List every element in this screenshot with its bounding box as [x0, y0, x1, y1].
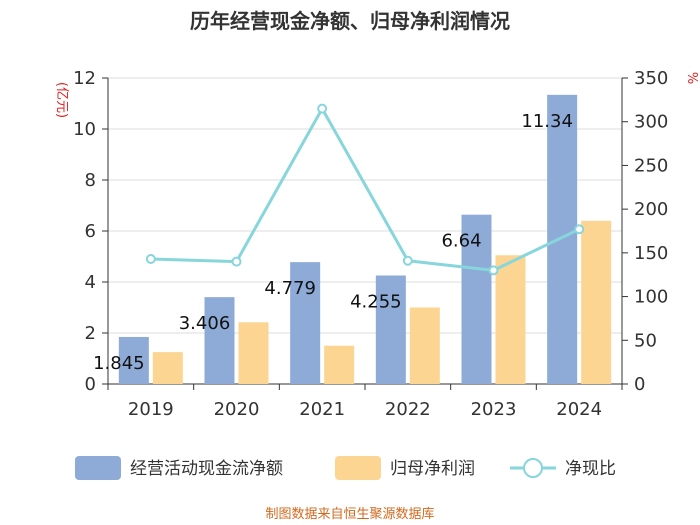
x-tick-label: 2020: [214, 399, 260, 420]
axes: 0 2 4 6 8 10 12 0 50 100 150 200 250 300 350 2019 2020 20…: [73, 68, 668, 420]
bars: [118, 94, 612, 384]
line-point-cash-ratio: [317, 103, 328, 114]
y-left-tick-label: 10: [73, 119, 96, 140]
x-tick-label: 2024: [556, 399, 602, 420]
bar-operating-cash-flow: [118, 336, 149, 384]
y-right-tick-label: 0: [634, 374, 645, 395]
bar-operating-cash-flow: [204, 297, 235, 384]
bar-net-profit: [581, 220, 612, 384]
y-right-tick-label: 300: [634, 112, 668, 133]
line-point-cash-ratio: [488, 265, 499, 276]
data-label: 1.845: [93, 353, 145, 374]
chart-title: 历年经营现金净额、归母净利润情况: [190, 9, 510, 33]
bar-net-profit: [152, 352, 183, 384]
y-right-axis-label: %: [684, 72, 699, 84]
data-labels: 1.845 3.406 4.779 4.255 6.64 11.34: [93, 111, 573, 374]
legend-swatch-operating-cash-flow: [75, 456, 121, 480]
data-label: 3.406: [179, 313, 231, 334]
y-right-tick-label: 100: [634, 287, 668, 308]
legend: 经营活动现金流净额 归母净利润 净现比: [75, 456, 616, 480]
bar-operating-cash-flow: [375, 275, 406, 384]
x-tick-label: 2019: [128, 399, 174, 420]
y-left-tick-label: 2: [85, 323, 96, 344]
y-left-tick-label: 6: [85, 221, 96, 242]
y-left-tick-label: 12: [73, 68, 96, 89]
bar-net-profit: [495, 255, 526, 384]
y-right-tick-label: 350: [634, 68, 668, 89]
x-tick-label: 2021: [299, 399, 345, 420]
bar-net-profit: [238, 322, 269, 384]
x-tick-label: 2023: [471, 399, 517, 420]
line-cash-ratio: [150, 107, 580, 272]
bar-net-profit: [324, 345, 355, 384]
legend-label-operating-cash-flow: 经营活动现金流净额: [130, 459, 283, 479]
line-point-cash-ratio: [145, 253, 156, 264]
bar-net-profit: [409, 307, 440, 384]
y-left-tick-label: 0: [85, 374, 96, 395]
data-label: 4.779: [264, 278, 316, 299]
grid-lines: [108, 77, 622, 334]
line-point-cash-ratio: [231, 256, 242, 267]
bar-operating-cash-flow: [461, 214, 492, 384]
source-note: 制图数据来自恒生聚源数据库: [265, 506, 434, 522]
legend-swatch-net-profit: [335, 456, 381, 480]
y-right-tick-label: 200: [634, 199, 668, 220]
ratio-line: [145, 103, 585, 276]
data-label: 4.255: [350, 291, 402, 312]
y-left-tick-label: 8: [85, 170, 96, 191]
x-tick-label: 2022: [385, 399, 431, 420]
bar-operating-cash-flow: [290, 262, 321, 384]
y-left-axis-label: (亿元): [54, 82, 69, 118]
y-left-tick-label: 4: [85, 272, 96, 293]
bar-operating-cash-flow: [547, 94, 578, 384]
line-point-cash-ratio: [574, 224, 585, 235]
y-right-tick-label: 250: [634, 155, 668, 176]
data-label: 6.64: [441, 231, 481, 252]
data-label: 11.34: [521, 111, 573, 132]
y-right-tick-label: 150: [634, 243, 668, 264]
y-right-tick-label: 50: [634, 330, 657, 351]
legend-marker-cash-ratio: [523, 458, 543, 478]
legend-label-cash-ratio: 净现比: [565, 459, 616, 479]
legend-label-net-profit: 归母净利润: [390, 459, 475, 479]
line-point-cash-ratio: [402, 255, 413, 266]
